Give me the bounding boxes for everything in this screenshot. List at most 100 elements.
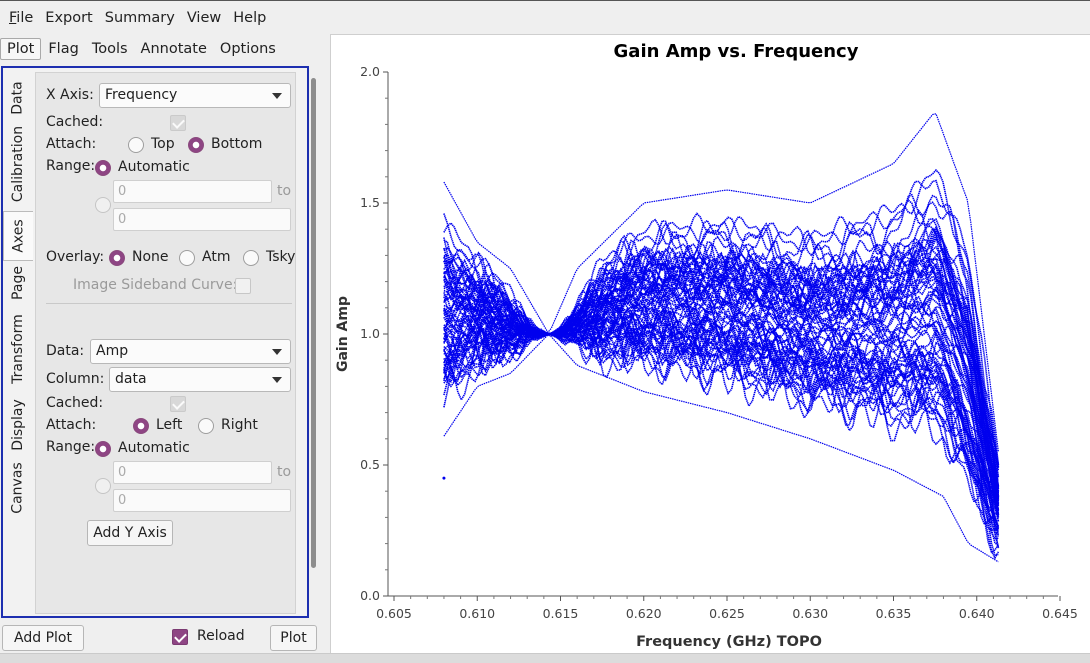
menu-export[interactable]: Export xyxy=(45,9,93,26)
data-point xyxy=(442,476,446,480)
overlay-label: Overlay: xyxy=(46,249,105,265)
x-attach-top-radio[interactable] xyxy=(128,137,144,153)
add-y-axis-button[interactable]: Add Y Axis xyxy=(87,520,173,546)
tab-flag[interactable]: Flag xyxy=(48,41,79,57)
x-range-max-input[interactable]: 0 xyxy=(113,208,291,231)
x-axis-value: Frequency xyxy=(105,87,178,103)
overlay-none-label: None xyxy=(132,249,169,265)
side-tab-transform[interactable]: Transform xyxy=(10,314,27,384)
x-tick-label: 0.635 xyxy=(876,606,912,621)
tab-annotate[interactable]: Annotate xyxy=(140,41,207,57)
data-series-line xyxy=(443,262,1000,502)
overlay-tsky-label: Tsky xyxy=(266,249,296,265)
data-envelope-line xyxy=(443,113,999,452)
data-series-line xyxy=(443,332,1000,548)
y-range-automatic-label: Automatic xyxy=(118,440,190,456)
x-tick-label: 0.615 xyxy=(543,606,579,621)
scrollbar-thumb[interactable] xyxy=(311,78,316,568)
data-series-line xyxy=(443,319,1000,522)
overlay-none-radio[interactable] xyxy=(109,250,125,266)
y-attach-left-radio[interactable] xyxy=(133,418,149,434)
chevron-down-icon xyxy=(272,349,282,355)
x-axis-title: Frequency (GHz) TOPO xyxy=(636,634,822,650)
plot-canvas[interactable]: Gain Amp vs. Frequency Frequency (GHz) T… xyxy=(330,34,1090,653)
side-tab-canvas[interactable]: Canvas xyxy=(10,462,27,514)
tab-plot[interactable]: Plot xyxy=(0,38,42,60)
x-range-automatic-radio[interactable] xyxy=(95,160,111,176)
x-axis-select[interactable]: Frequency xyxy=(99,83,291,108)
menu-help[interactable]: Help xyxy=(233,9,267,26)
y-range-manual-radio[interactable] xyxy=(95,478,111,494)
x-tick-label: 0.625 xyxy=(709,606,745,621)
menu-file[interactable]: File xyxy=(9,9,34,26)
y-range-max-input[interactable]: 0 xyxy=(113,489,291,512)
y-attach-left-label: Left xyxy=(156,417,183,433)
x-attach-label: Attach: xyxy=(46,136,97,152)
x-range-manual-radio[interactable] xyxy=(95,197,111,213)
side-tabs: Data Calibration Axes Page Transform Dis… xyxy=(3,68,33,616)
top-tabbar: Plot Flag Tools Annotate Options xyxy=(0,36,330,62)
side-tab-data[interactable]: Data xyxy=(10,81,26,115)
reload-label: Reload xyxy=(197,628,245,644)
data-series-line xyxy=(443,282,1000,495)
y-attach-right-label: Right xyxy=(221,417,258,433)
x-cached-checkbox[interactable] xyxy=(170,115,186,131)
y-cached-label: Cached: xyxy=(46,395,104,411)
settings-scrollbar[interactable] xyxy=(311,72,317,617)
data-series-line xyxy=(443,277,1000,516)
x-range-automatic-label: Automatic xyxy=(118,159,190,175)
y-range-automatic-radio[interactable] xyxy=(95,441,111,457)
menu-view[interactable]: View xyxy=(186,9,222,26)
column-select[interactable]: data xyxy=(109,367,291,392)
y-range-label: Range: xyxy=(46,439,96,455)
x-tick-label: 0.605 xyxy=(376,606,412,621)
side-tab-page[interactable]: Page xyxy=(10,266,26,300)
menu-summary[interactable]: Summary xyxy=(104,9,175,26)
x-tick-label: 0.645 xyxy=(1042,606,1078,621)
y-tick-label: 1.0 xyxy=(360,326,380,341)
y-data-select[interactable]: Amp xyxy=(90,339,291,364)
data-series-line xyxy=(443,321,1000,554)
status-strip xyxy=(0,653,1090,663)
data-envelope-line xyxy=(443,334,999,563)
y-range-to-label: to xyxy=(277,464,292,480)
x-range-to-label: to xyxy=(277,183,292,199)
add-plot-button[interactable]: Add Plot xyxy=(2,625,84,651)
side-tab-calibration[interactable]: Calibration xyxy=(10,125,26,203)
side-tab-axes[interactable]: Axes xyxy=(3,211,33,261)
side-tab-display[interactable]: Display xyxy=(10,399,27,451)
data-series-line xyxy=(443,321,1000,527)
image-sideband-label: Image Sideband Curve: xyxy=(73,277,238,293)
data-series-line xyxy=(443,227,1000,471)
gain-amp-chart[interactable]: Gain Amp vs. Frequency Frequency (GHz) T… xyxy=(331,35,1090,654)
menu-bar: File Export Summary View Help xyxy=(0,0,1090,34)
overlay-atm-radio[interactable] xyxy=(179,250,195,266)
x-attach-bottom-radio[interactable] xyxy=(188,137,204,153)
tab-options[interactable]: Options xyxy=(219,41,276,57)
y-data-value: Amp xyxy=(96,343,129,359)
overlay-tsky-radio[interactable] xyxy=(243,250,259,266)
x-tick-label: 0.610 xyxy=(459,606,495,621)
data-series-line xyxy=(443,244,1000,487)
x-cached-label: Cached: xyxy=(46,114,104,130)
y-tick-label: 0.5 xyxy=(360,457,380,472)
y-cached-checkbox[interactable] xyxy=(170,396,186,412)
y-tick-label: 2.0 xyxy=(360,64,380,79)
y-attach-right-radio[interactable] xyxy=(198,418,214,434)
x-tick-label: 0.630 xyxy=(792,606,828,621)
plot-button[interactable]: Plot xyxy=(270,625,317,651)
image-sideband-checkbox[interactable] xyxy=(235,278,251,294)
data-series-line xyxy=(443,267,1000,499)
data-series-line xyxy=(443,301,1000,500)
column-label: Column: xyxy=(46,371,105,387)
reload-checkbox[interactable] xyxy=(172,629,188,645)
y-range-min-input[interactable]: 0 xyxy=(113,461,272,484)
y-axis-title: Gain Amp xyxy=(335,296,351,372)
tab-tools[interactable]: Tools xyxy=(91,41,128,57)
x-range-min-input[interactable]: 0 xyxy=(113,180,272,203)
section-divider xyxy=(46,303,292,304)
y-tick-label: 1.5 xyxy=(360,195,380,210)
data-series-line xyxy=(443,323,999,547)
y-attach-label: Attach: xyxy=(46,417,97,433)
overlay-atm-label: Atm xyxy=(202,249,231,265)
